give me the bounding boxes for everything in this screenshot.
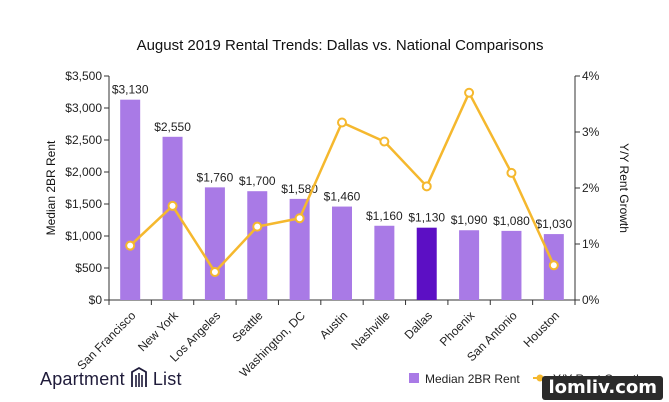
x-tick-label: San Francisco	[74, 308, 138, 372]
logo-word-1: Apartment	[40, 369, 125, 389]
right-tick-label: 4%	[582, 69, 600, 83]
building-icon	[130, 366, 148, 393]
growth-point	[294, 213, 305, 224]
left-tick-label: $2,500	[65, 133, 102, 147]
right-tick-label: 3%	[582, 125, 600, 139]
bar-data-label: $3,130	[112, 83, 149, 97]
bar-data-label: $1,760	[197, 170, 234, 184]
bar	[332, 206, 352, 300]
bar-data-label: $2,550	[154, 120, 191, 134]
watermark: lomliv.com	[542, 376, 663, 400]
growth-point	[252, 221, 263, 232]
left-axis: $0 $500 $1,000 $1,500 $2,000 $2,500 $3,000 $3,5…	[65, 69, 575, 307]
left-tick-label: $500	[75, 261, 102, 275]
left-tick-label: $0	[89, 293, 103, 307]
growth-point	[548, 260, 559, 271]
bar-labels: $3,130 $2,550 $1,760 $1,700 $1,580 $1,460 $1,1…	[112, 83, 573, 231]
growth-line	[125, 87, 559, 277]
apartment-list-logo: Apartment List	[40, 366, 182, 393]
right-axis-title: Y/Y Rent Growth	[617, 143, 631, 233]
growth-point	[421, 181, 432, 192]
right-tick-label: 1%	[582, 237, 600, 251]
x-tick-label: Austin	[317, 308, 350, 341]
growth-point	[125, 240, 136, 251]
x-tick-label: Nashville	[348, 308, 393, 353]
bar	[120, 99, 141, 301]
bar	[204, 187, 225, 300]
bar-data-label: $1,700	[239, 174, 276, 188]
growth-point	[337, 117, 347, 128]
bar-data-label: $1,580	[281, 182, 318, 196]
left-tick-label: $3,500	[65, 69, 102, 83]
right-tick-label: 0%	[582, 293, 600, 307]
legend-bar-label: Median 2BR Rent	[425, 372, 520, 386]
x-tick-label: Phoenix	[437, 308, 478, 349]
left-tick-label: $1,500	[65, 197, 102, 211]
bar-data-label: $1,090	[451, 213, 488, 227]
bar	[289, 198, 310, 300]
bar-data-label: $1,160	[366, 209, 403, 223]
left-tick-label: $3,000	[65, 101, 102, 115]
bar-data-label: $1,030	[535, 217, 572, 231]
right-tick-label: 2%	[582, 181, 600, 195]
bar	[374, 225, 395, 300]
bar	[459, 230, 480, 300]
x-tick-label: Seattle	[229, 308, 266, 345]
bar	[416, 227, 437, 300]
bar-data-label: $1,130	[408, 211, 445, 225]
legend-line-marker	[536, 374, 544, 382]
left-tick-label: $1,000	[65, 229, 102, 243]
left-axis-title: Median 2BR Rent	[44, 140, 58, 235]
chart-title: August 2019 Rental Trends: Dallas vs. Na…	[137, 37, 544, 54]
legend-bar-swatch	[409, 373, 419, 383]
bar-data-label: $1,080	[493, 214, 530, 228]
bar	[247, 191, 268, 300]
bar	[162, 136, 183, 300]
right-axis: 0% 1% 2% 3% 4%	[574, 69, 600, 307]
growth-point	[167, 200, 178, 211]
growth-point	[506, 167, 517, 178]
left-tick-label: $2,000	[65, 165, 102, 179]
logo-word-2: List	[152, 369, 182, 389]
x-tick-label: Houston	[521, 308, 563, 350]
bars	[120, 99, 564, 301]
growth-point	[379, 136, 390, 147]
bar	[501, 230, 522, 300]
x-tick-label: Dallas	[402, 308, 435, 341]
growth-point	[464, 87, 475, 98]
bar-data-label: $1,460	[324, 190, 361, 204]
growth-point	[209, 267, 220, 277]
